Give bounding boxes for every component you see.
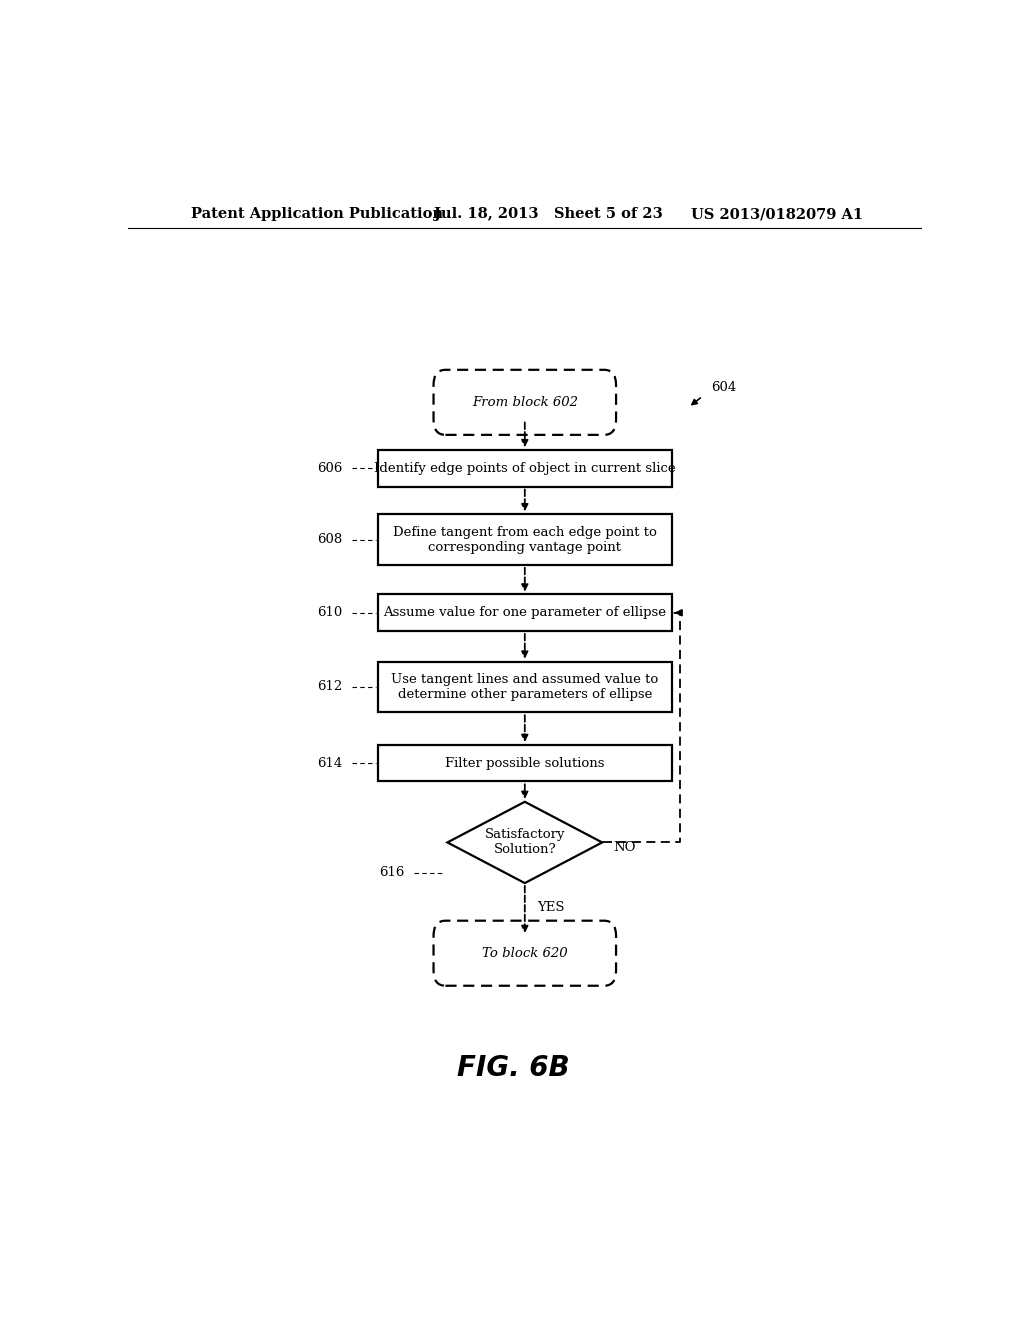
Bar [378, 594, 672, 631]
Text: 606: 606 [316, 462, 342, 475]
Text: NO: NO [613, 841, 636, 854]
Text: Assume value for one parameter of ellipse: Assume value for one parameter of ellips… [383, 606, 667, 619]
Text: Define tangent from each edge point to
corresponding vantage point: Define tangent from each edge point to c… [393, 525, 656, 553]
FancyBboxPatch shape [433, 370, 616, 434]
Bar [378, 744, 672, 781]
Text: US 2013/0182079 A1: US 2013/0182079 A1 [691, 207, 863, 222]
Bar [378, 661, 672, 713]
Text: FIG. 6B: FIG. 6B [458, 1055, 570, 1082]
Text: 616: 616 [379, 866, 404, 879]
Text: 614: 614 [317, 756, 342, 770]
Text: Patent Application Publication: Patent Application Publication [191, 207, 443, 222]
Text: From block 602: From block 602 [472, 396, 578, 409]
Text: 608: 608 [317, 533, 342, 546]
Text: YES: YES [537, 902, 564, 913]
Polygon shape [447, 801, 602, 883]
Bar [378, 450, 672, 487]
Text: Jul. 18, 2013   Sheet 5 of 23: Jul. 18, 2013 Sheet 5 of 23 [433, 207, 663, 222]
FancyBboxPatch shape [433, 921, 616, 986]
Text: Identify edge points of object in current slice: Identify edge points of object in curren… [374, 462, 676, 475]
Bar [378, 513, 672, 565]
Text: Use tangent lines and assumed value to
determine other parameters of ellipse: Use tangent lines and assumed value to d… [391, 673, 658, 701]
Text: 604: 604 [712, 380, 736, 393]
Text: To block 620: To block 620 [482, 946, 567, 960]
Text: 610: 610 [317, 606, 342, 619]
Text: Satisfactory
Solution?: Satisfactory Solution? [484, 829, 565, 857]
Text: Filter possible solutions: Filter possible solutions [445, 756, 604, 770]
Text: 612: 612 [317, 680, 342, 693]
